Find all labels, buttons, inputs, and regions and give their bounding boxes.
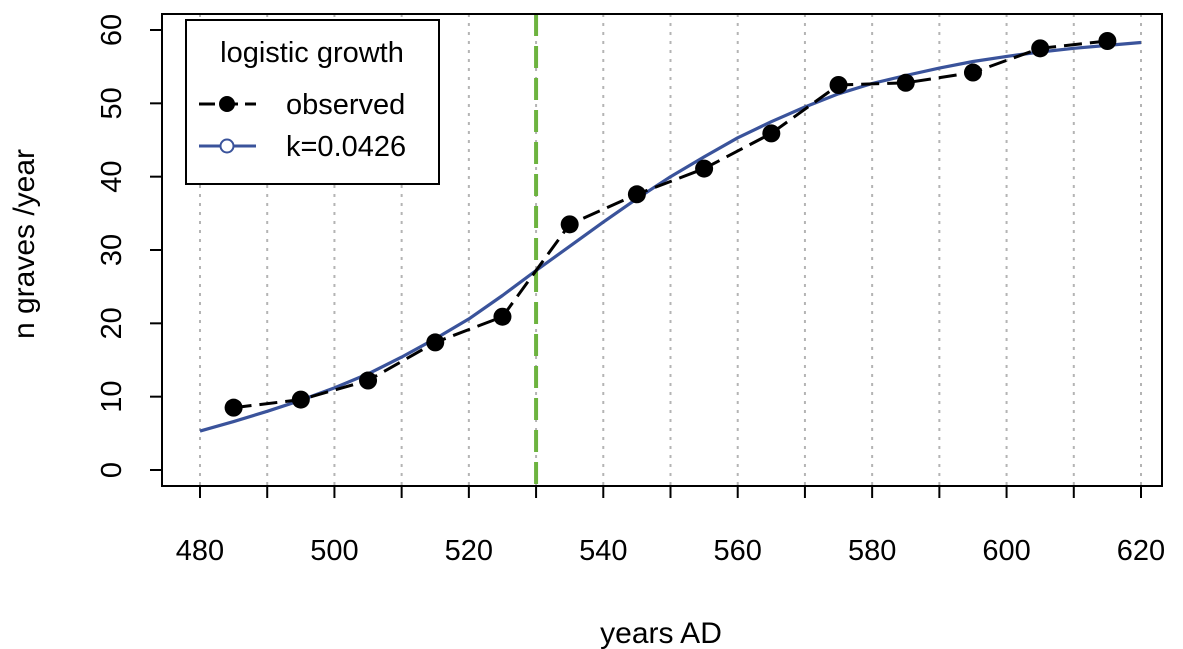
legend-fit-marker [219,138,235,154]
series-line-observed [233,39,1108,410]
series-layer [199,32,1142,433]
observed-point [829,76,848,94]
series-line-fit [199,40,1142,433]
y-tick-label: 10 [96,381,128,413]
x-tick-label: 600 [982,535,1030,567]
y-tick-label: 20 [96,307,128,339]
legend-title: logistic growth [220,37,404,69]
x-tick-label: 620 [1117,535,1165,567]
y-axis-label: n graves /year [8,149,41,339]
observed-point [762,124,781,143]
x-tick-label: 540 [579,535,627,567]
observed-point [359,371,378,390]
y-axis: 0 10 20 30 40 50 60 [96,14,163,478]
observed-point [963,63,982,82]
x-tick-label: 480 [176,535,224,567]
x-tick-label: 520 [445,535,493,567]
y-tick-label: 50 [96,87,128,119]
x-axis: 480 500 520 540 560 580 600 620 [176,485,1165,567]
y-tick-label: 0 [96,462,128,478]
observed-point [695,159,714,178]
observed-point [627,185,646,204]
y-tick-label: 40 [96,161,128,193]
legend-observed-marker [219,96,235,112]
observed-point [493,307,512,326]
x-tick-label: 500 [310,535,358,567]
y-tick-label: 60 [96,14,128,46]
observed-point [291,390,310,409]
observed-point [1098,32,1117,50]
legend: logistic growth observed k=0.0426 [185,19,440,185]
observed-point [896,73,915,92]
x-tick-label: 580 [848,535,896,567]
x-tick-label: 560 [714,535,762,567]
y-tick-label: 30 [96,234,128,266]
legend-fit-label: k=0.0426 [286,131,406,163]
observed-point [560,215,579,234]
legend-observed-label: observed [286,89,405,121]
observed-point [224,398,243,417]
observed-point [426,333,445,352]
observed-point [1031,39,1050,58]
x-axis-label: years AD [600,617,722,649]
